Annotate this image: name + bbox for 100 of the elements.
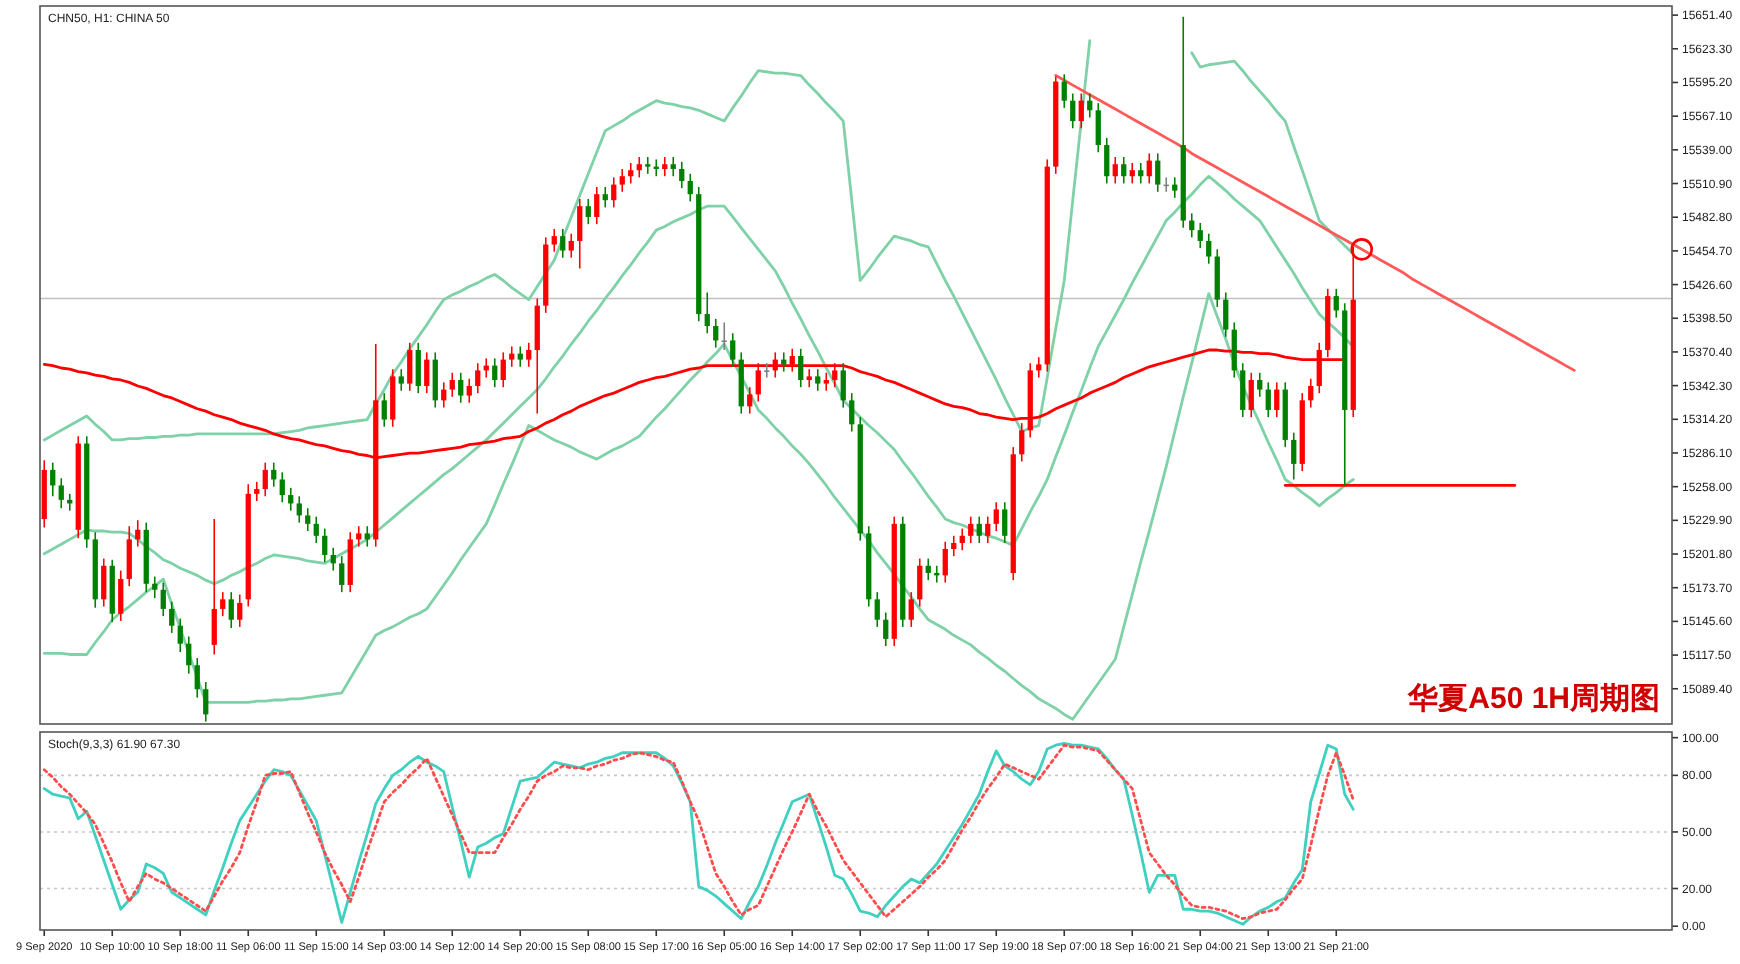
candlestick (407, 342, 413, 392)
candlestick (551, 228, 557, 253)
candlestick (356, 525, 362, 548)
candlestick (679, 161, 685, 189)
candlestick (1231, 321, 1237, 379)
candlestick (662, 156, 668, 178)
candlestick (985, 515, 991, 544)
candlestick (288, 487, 294, 512)
candlestick (305, 507, 311, 532)
candlestick (755, 362, 761, 403)
candlestick (976, 515, 982, 544)
candlestick (517, 345, 523, 368)
candlestick (254, 481, 260, 502)
candlestick (279, 471, 285, 504)
candlestick (169, 600, 175, 634)
candlestick (237, 593, 243, 628)
candlestick (339, 555, 345, 593)
candlestick (211, 518, 217, 656)
candlestick (101, 557, 107, 608)
candlestick (942, 541, 948, 584)
candlestick (492, 357, 498, 388)
candlestick (381, 392, 387, 428)
candlestick (611, 176, 617, 209)
candlestick (1308, 377, 1314, 409)
candlestick (1265, 381, 1271, 418)
candlestick (1061, 73, 1067, 109)
candlestick (585, 198, 591, 225)
candlestick (449, 371, 455, 398)
candlestick (1248, 371, 1254, 418)
candlestick (925, 557, 931, 581)
candlestick (619, 168, 625, 193)
candlestick (959, 527, 965, 551)
candlestick (628, 162, 634, 185)
candlestick (58, 477, 64, 510)
candlestick (806, 368, 812, 388)
candlestick (1197, 222, 1203, 249)
candlestick (1172, 176, 1178, 199)
candlestick (160, 581, 166, 617)
candlestick (908, 591, 914, 628)
candlestick (194, 657, 200, 699)
candlestick (1078, 92, 1084, 130)
annotation: 华夏A50 1H周期图 (1406, 682, 1660, 716)
candlestick (1214, 248, 1220, 308)
candlestick (398, 368, 404, 392)
candlestick (109, 558, 115, 623)
candlestick (152, 575, 158, 599)
candlestick (993, 501, 999, 532)
candlestick (730, 332, 736, 368)
candlestick (840, 362, 846, 409)
candlestick (951, 535, 957, 557)
candlestick (849, 392, 855, 433)
candlestick (798, 348, 804, 388)
candlestick (704, 291, 710, 335)
candlestick (1206, 232, 1212, 265)
candlestick (475, 362, 481, 394)
candlestick (1240, 362, 1246, 418)
candlestick (721, 321, 727, 351)
candlestick (670, 156, 676, 178)
candlestick (220, 591, 226, 617)
candlestick (390, 368, 396, 428)
candlestick (509, 345, 515, 368)
candlestick (602, 186, 608, 209)
candlestick (832, 362, 838, 388)
candlestick (594, 186, 600, 225)
candlestick (347, 531, 353, 593)
candlestick (1095, 102, 1101, 154)
candlestick (738, 351, 744, 415)
candlestick (883, 611, 889, 647)
candlestick (177, 617, 183, 653)
candlestick (313, 515, 319, 544)
candlestick (1070, 92, 1076, 130)
candlestick (1146, 152, 1152, 185)
candlestick (186, 635, 192, 675)
candlestick (577, 198, 583, 270)
candlestick (364, 525, 370, 548)
candlestick (713, 318, 719, 349)
candlestick (1274, 381, 1280, 418)
candlestick (968, 515, 974, 544)
candlestick (1036, 356, 1042, 379)
candlestick (1129, 162, 1135, 185)
candlestick (874, 591, 880, 628)
candlestick (1121, 156, 1127, 185)
candlestick (1112, 156, 1118, 185)
candlestick (1257, 371, 1263, 398)
candlestick (330, 547, 336, 572)
candlestick (424, 351, 430, 394)
line-series (42, 292, 1355, 721)
candlestick (1291, 431, 1297, 481)
candlestick (1104, 137, 1110, 185)
candlestick (296, 495, 302, 524)
candlestick (203, 681, 209, 723)
candlestick (823, 371, 829, 392)
line-series (1054, 74, 1576, 372)
candlestick (687, 173, 693, 203)
candlestick (645, 156, 651, 175)
candlestick (458, 371, 464, 404)
candlestick (322, 527, 328, 563)
candlestick (526, 342, 532, 368)
candlestick (262, 461, 268, 498)
candlestick (126, 525, 132, 587)
